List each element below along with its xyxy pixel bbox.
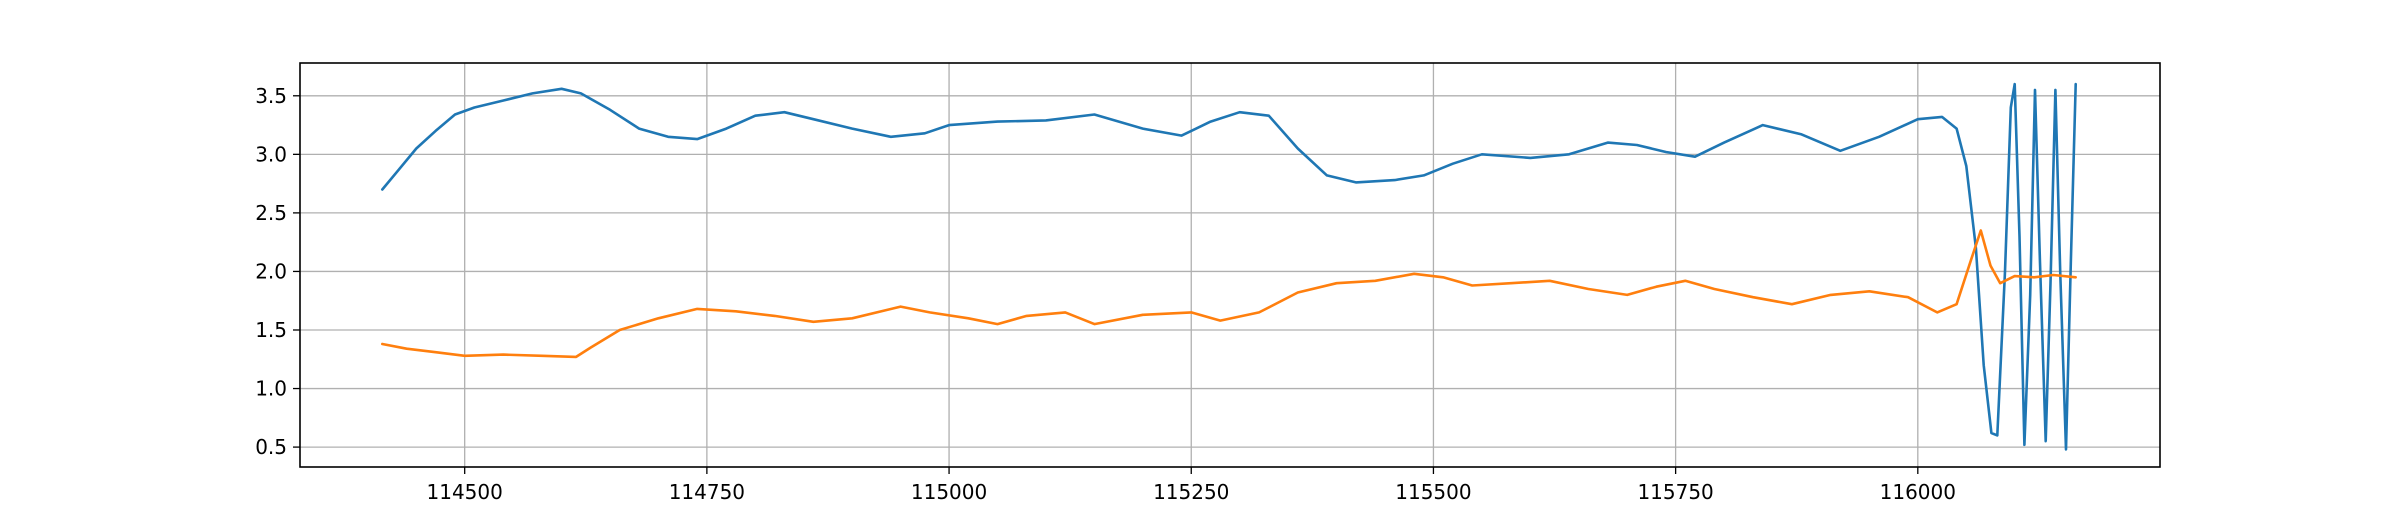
x-tick-label: 115750 (1637, 480, 1713, 504)
x-tick-label: 115000 (911, 480, 987, 504)
y-tick-label: 3.5 (255, 84, 287, 108)
axis-ticks: 114500 114750 115000 115250 115500 115750 1160… (255, 84, 1956, 504)
x-tick-label: 115500 (1395, 480, 1471, 504)
y-tick-label: 2.5 (255, 201, 287, 225)
plot-area-frame (299, 62, 2161, 468)
series-line-2 (380, 229, 2077, 359)
x-tick-label: 115250 (1153, 480, 1229, 504)
y-tick-label: 3.0 (255, 142, 287, 166)
x-tick-label: 116000 (1880, 480, 1956, 504)
y-tick-label: 2.0 (255, 259, 287, 283)
grid (300, 63, 2160, 467)
y-tick-label: 1.5 (255, 318, 287, 342)
y-tick-label: 1.0 (255, 377, 287, 401)
x-tick-label: 114750 (669, 480, 745, 504)
y-tick-label: 0.5 (255, 435, 287, 459)
x-tick-label: 114500 (427, 480, 503, 504)
series-group (380, 82, 2077, 451)
series-line-1 (380, 82, 2077, 451)
